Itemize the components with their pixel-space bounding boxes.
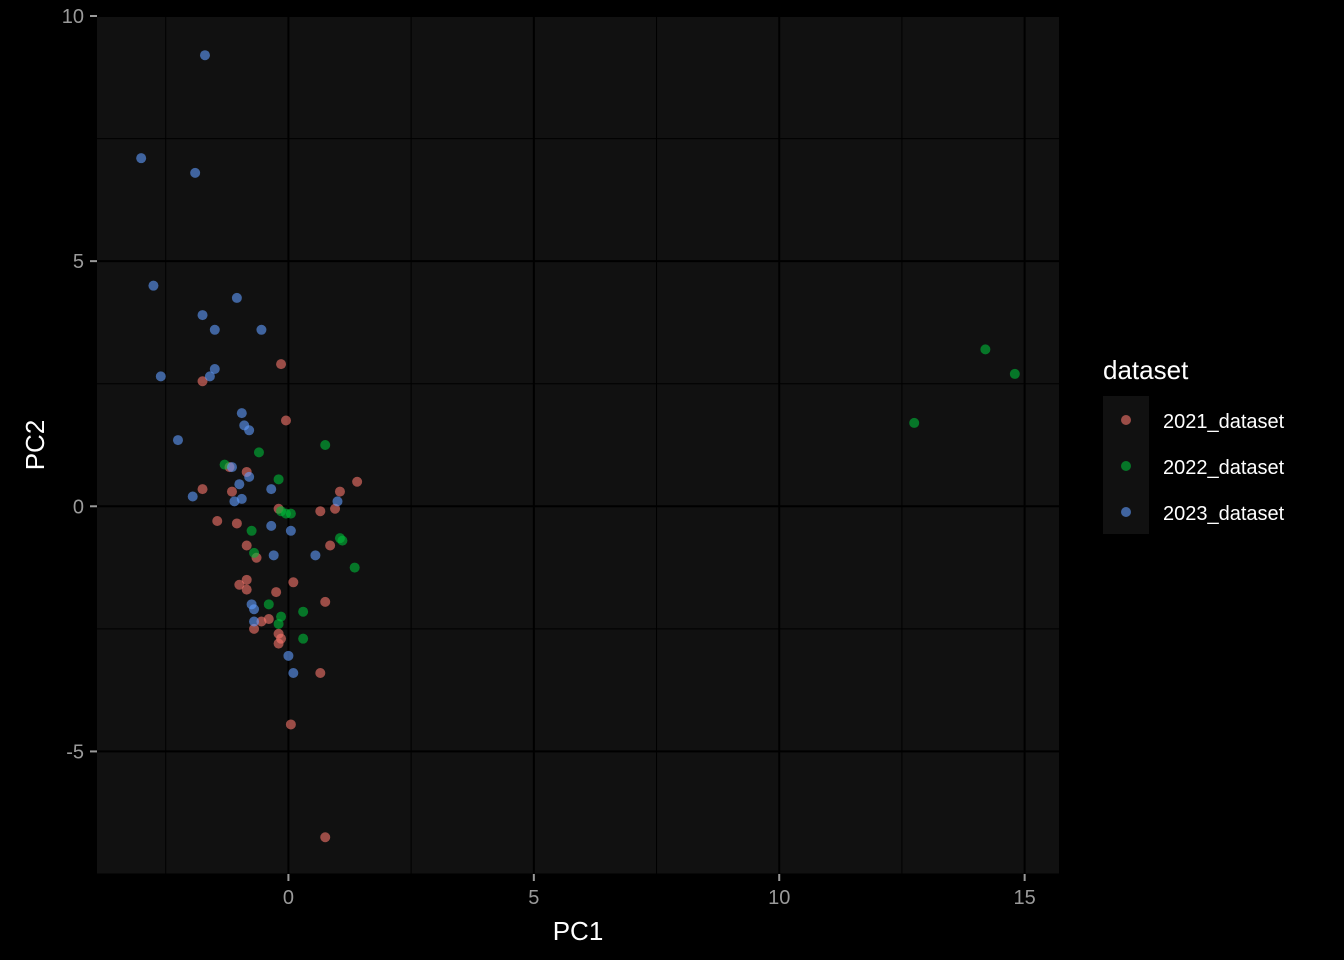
data-point xyxy=(320,596,331,607)
data-points xyxy=(136,50,1020,843)
data-point xyxy=(212,515,223,526)
y-tick-label: -5 xyxy=(66,741,84,763)
data-point xyxy=(256,324,267,335)
data-point xyxy=(332,496,343,507)
data-point xyxy=(263,599,274,610)
data-point xyxy=(249,604,260,615)
data-point xyxy=(349,562,360,573)
data-point xyxy=(249,547,260,558)
data-point xyxy=(315,506,326,517)
data-point xyxy=(187,491,198,502)
series-2023_dataset xyxy=(136,50,343,678)
data-point xyxy=(226,486,237,497)
data-point xyxy=(980,344,991,355)
data-point xyxy=(273,474,284,485)
data-point xyxy=(234,479,245,490)
data-point xyxy=(249,623,260,634)
x-axis: 0 5 10 15 xyxy=(283,874,1036,909)
data-point xyxy=(231,518,242,529)
minor-gridlines xyxy=(97,16,1059,875)
y-tick-label: 5 xyxy=(73,251,84,273)
data-point xyxy=(337,535,348,546)
series-2021_dataset xyxy=(197,359,363,843)
y-tick-label: 10 xyxy=(62,6,84,28)
data-point xyxy=(285,525,296,536)
data-point xyxy=(136,153,147,164)
data-point xyxy=(249,616,260,627)
data-point xyxy=(172,435,183,446)
data-point xyxy=(197,310,208,321)
data-point xyxy=(268,550,279,561)
data-point xyxy=(285,508,296,519)
data-point xyxy=(241,540,252,551)
data-point xyxy=(909,417,920,428)
y-axis-title: PC2 xyxy=(20,420,50,471)
data-point xyxy=(280,415,291,426)
data-point xyxy=(334,486,345,497)
data-point xyxy=(325,540,336,551)
data-point xyxy=(276,633,287,644)
x-tick-label: 10 xyxy=(768,887,790,909)
data-point xyxy=(231,292,242,303)
data-point xyxy=(253,447,264,458)
data-point xyxy=(148,280,159,291)
x-tick-label: 15 xyxy=(1014,887,1036,909)
data-point xyxy=(288,667,299,678)
data-point xyxy=(190,167,201,178)
legend-key-2022_dataset xyxy=(1121,461,1131,471)
data-point xyxy=(197,484,208,495)
legend-label-2023_dataset: 2023_dataset xyxy=(1163,503,1285,525)
y-tick-label: 0 xyxy=(73,496,84,518)
data-point xyxy=(229,496,240,507)
data-point xyxy=(276,359,287,370)
data-point xyxy=(310,550,321,561)
plot-panel xyxy=(97,16,1059,874)
data-point xyxy=(209,324,220,335)
y-axis: -5 0 5 10 xyxy=(62,6,97,763)
data-point xyxy=(320,832,331,843)
data-point xyxy=(234,579,245,590)
legend-key-2021_dataset xyxy=(1121,415,1131,425)
data-point xyxy=(315,667,326,678)
data-point xyxy=(352,476,363,487)
legend-title: dataset xyxy=(1103,355,1189,385)
data-point xyxy=(241,574,252,585)
data-point xyxy=(209,364,220,375)
data-point xyxy=(1009,368,1020,379)
series-2022_dataset xyxy=(219,344,1020,644)
data-point xyxy=(285,719,296,730)
legend-key-2023_dataset xyxy=(1121,507,1131,517)
x-tick-label: 0 xyxy=(283,887,294,909)
data-point xyxy=(246,525,257,536)
data-point xyxy=(155,371,166,382)
data-point xyxy=(298,633,309,644)
data-point xyxy=(236,408,247,419)
data-point xyxy=(204,371,215,382)
data-point xyxy=(244,425,255,436)
data-point xyxy=(197,376,208,387)
data-point xyxy=(244,471,255,482)
data-point xyxy=(266,520,277,531)
data-point xyxy=(298,606,309,617)
major-gridlines xyxy=(97,15,1059,874)
data-point xyxy=(283,650,294,661)
data-point xyxy=(273,618,284,629)
x-axis-title: PC1 xyxy=(553,916,604,946)
data-point xyxy=(199,50,210,61)
data-point xyxy=(271,587,282,598)
legend: dataset 2021_dataset 2022_dataset 2023_dat… xyxy=(1103,355,1285,534)
data-point xyxy=(320,440,331,450)
data-point xyxy=(241,584,252,595)
x-tick-label: 5 xyxy=(528,887,539,909)
data-point xyxy=(226,462,237,473)
legend-label-2022_dataset: 2022_dataset xyxy=(1163,457,1285,479)
legend-label-2021_dataset: 2021_dataset xyxy=(1163,411,1285,433)
data-point xyxy=(266,484,277,495)
data-point xyxy=(263,614,274,625)
data-point xyxy=(288,577,299,588)
